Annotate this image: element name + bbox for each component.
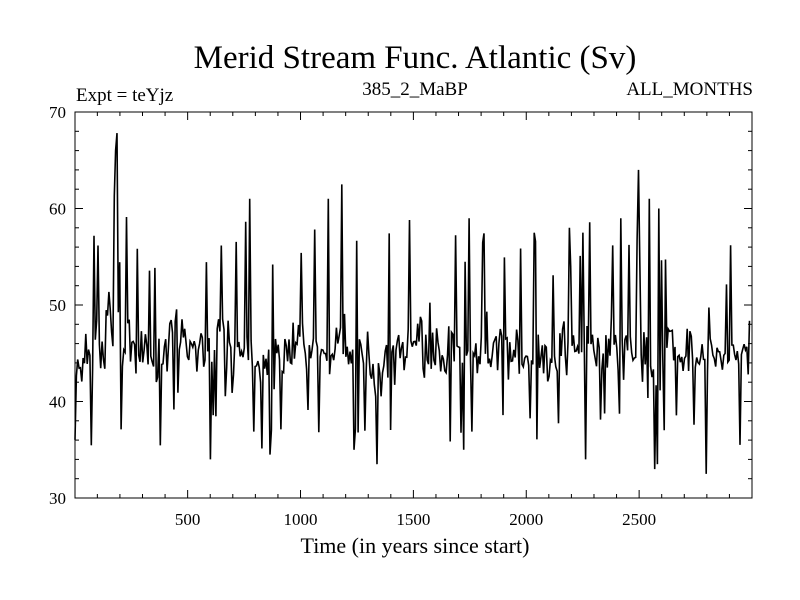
ticks-layer [75,111,752,499]
x-tick-label: 2000 [509,510,543,529]
plot-area [74,111,753,499]
x-axis-label: Time (in years since start) [301,533,530,558]
series-line [74,133,751,474]
x-tick-label: 1000 [284,510,318,529]
y-tick-label: 40 [49,393,66,412]
series-layer [74,133,751,474]
x-tick-label: 1500 [396,510,430,529]
y-tick-label: 30 [49,489,66,508]
y-tick-label: 70 [49,103,66,122]
x-tick-labels: 500 1000 1500 2000 2500 [175,510,656,529]
y-tick-label: 60 [49,200,66,219]
chart-subtitle-right: ALL_MONTHS [626,79,753,100]
y-tick-label: 50 [49,296,66,315]
plot-frame [74,111,753,499]
chart-subtitle-left: Expt = teYjz [76,85,173,106]
chart-subtitle-center: 385_2_MaBP [362,79,468,100]
x-tick-label: 500 [175,510,201,529]
chart-title: Merid Stream Func. Atlantic (Sv) [194,40,637,76]
x-tick-label: 2500 [622,510,656,529]
y-tick-labels: 30 40 50 60 70 [49,103,66,508]
